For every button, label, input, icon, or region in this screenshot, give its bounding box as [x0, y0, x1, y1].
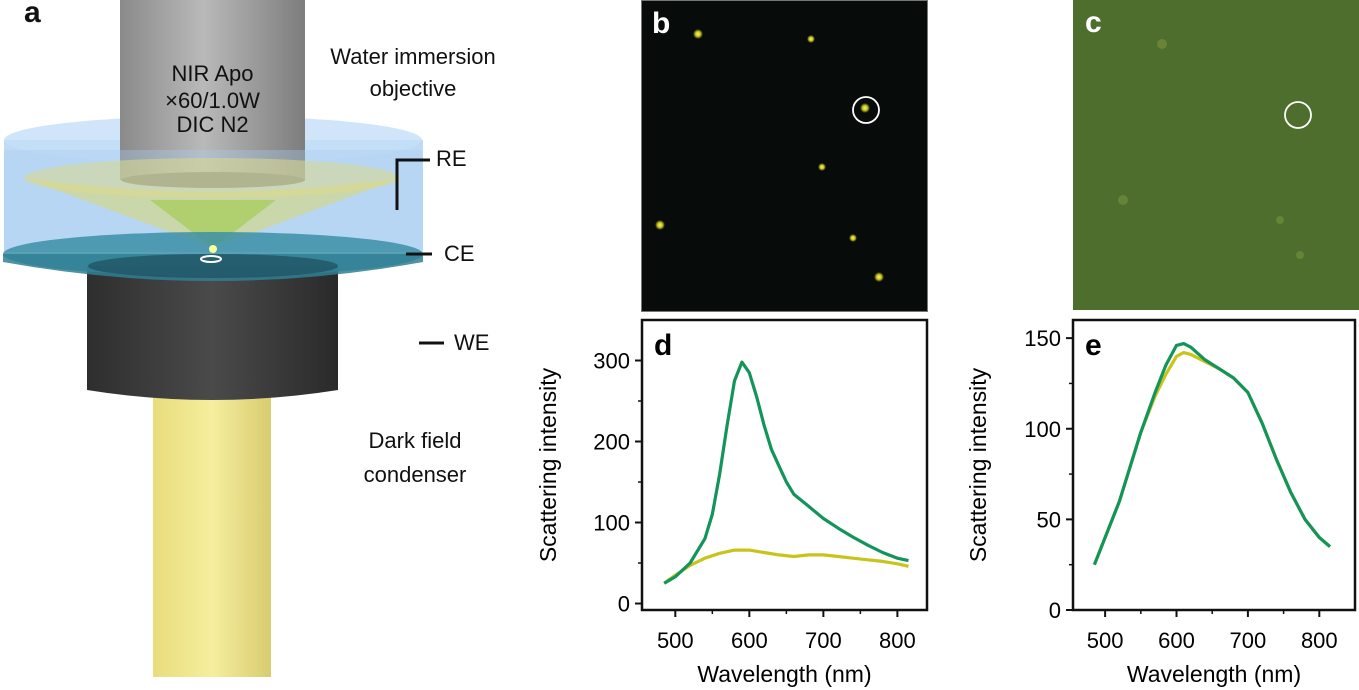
objective-label-1: Water immersion [330, 44, 496, 69]
re-label: RE [436, 146, 467, 171]
particle-spot [860, 103, 870, 113]
objective-spec-1: NIR Apo [171, 61, 254, 86]
x-tick-label: 500 [1087, 628, 1124, 653]
faint-spots [1118, 39, 1312, 259]
y-tick-label: 0 [1049, 598, 1061, 623]
series-line-green [663, 360, 909, 585]
dark-field-image-b: b [641, 0, 928, 312]
x-tick-label: 800 [1301, 628, 1338, 653]
plot-frame [1071, 318, 1357, 612]
objective-lens [120, 0, 305, 180]
plot-frame [640, 318, 929, 612]
panel-letter: d [654, 329, 672, 362]
x-tick-label: 700 [805, 628, 842, 653]
objective-spec-3: DIC N2 [176, 112, 249, 137]
we-label: WE [454, 330, 490, 355]
panel-letter-a: a [24, 0, 41, 29]
particle-spot [655, 220, 665, 230]
particle-spot [693, 29, 703, 39]
light-beam [153, 385, 271, 677]
x-tick-label: 700 [1230, 628, 1267, 653]
setup-illustration [3, 0, 444, 677]
particle-spot [874, 272, 884, 282]
series-line-yellow [663, 548, 909, 585]
y-tick-label: 150 [1024, 326, 1061, 351]
y-tick-label: 0 [618, 592, 630, 617]
y-tick-label: 200 [593, 430, 630, 455]
ce-label: CE [444, 241, 475, 266]
dark-field-condenser [87, 266, 338, 400]
panel-letter-c: c [1085, 6, 1102, 39]
selected-particle-circle [1284, 101, 1312, 129]
series-line-green [1092, 342, 1332, 566]
particle-spot [1296, 251, 1304, 259]
particle-spot [818, 163, 826, 171]
x-tick-label: 600 [1158, 628, 1195, 653]
panel-letter: e [1085, 329, 1102, 362]
condenser-label-1: Dark field [368, 428, 462, 453]
y-axis-label: Scattering intensity [965, 367, 991, 562]
particle-spot [849, 234, 857, 242]
objective-spec-2: ×60/1.0W [165, 88, 260, 113]
nanoparticle-spots [655, 29, 884, 282]
condenser-label-2: condenser [363, 462, 467, 487]
x-tick-label: 600 [731, 628, 768, 653]
y-tick-label: 100 [593, 511, 630, 536]
x-tick-label: 500 [657, 628, 694, 653]
dark-field-image-c: c [1073, 0, 1359, 310]
chart-e: 500 600 700 800 0 50 100 150 Wavelength (nm) Scat… [965, 318, 1357, 687]
re-marker [395, 158, 430, 210]
x-axis-label: Wavelength (nm) [1127, 661, 1301, 687]
panel-letter-b: b [652, 7, 671, 40]
particle-spot [1157, 39, 1167, 49]
x-tick-label: 800 [879, 628, 916, 653]
objective-label-2: objective [369, 76, 457, 101]
chart-d: 500 600 700 800 0 100 200 300 Wavelength (nm) Sca… [535, 318, 929, 687]
panel-a: a NIR Apo ×60/1.0W DIC N2 Water immersio… [0, 0, 530, 690]
particle-spot [807, 35, 815, 43]
particle-spot [1276, 216, 1284, 224]
y-tick-label: 50 [1037, 507, 1061, 532]
focus-spot [200, 255, 222, 263]
particle-spot [1118, 195, 1128, 205]
y-tick-label: 100 [1024, 417, 1061, 442]
y-axis-label: Scattering intensity [535, 367, 561, 562]
x-axis-label: Wavelength (nm) [697, 661, 871, 687]
y-tick-label: 300 [593, 349, 630, 374]
selected-particle-circle [852, 96, 880, 124]
series-line-yellow [1092, 350, 1332, 566]
